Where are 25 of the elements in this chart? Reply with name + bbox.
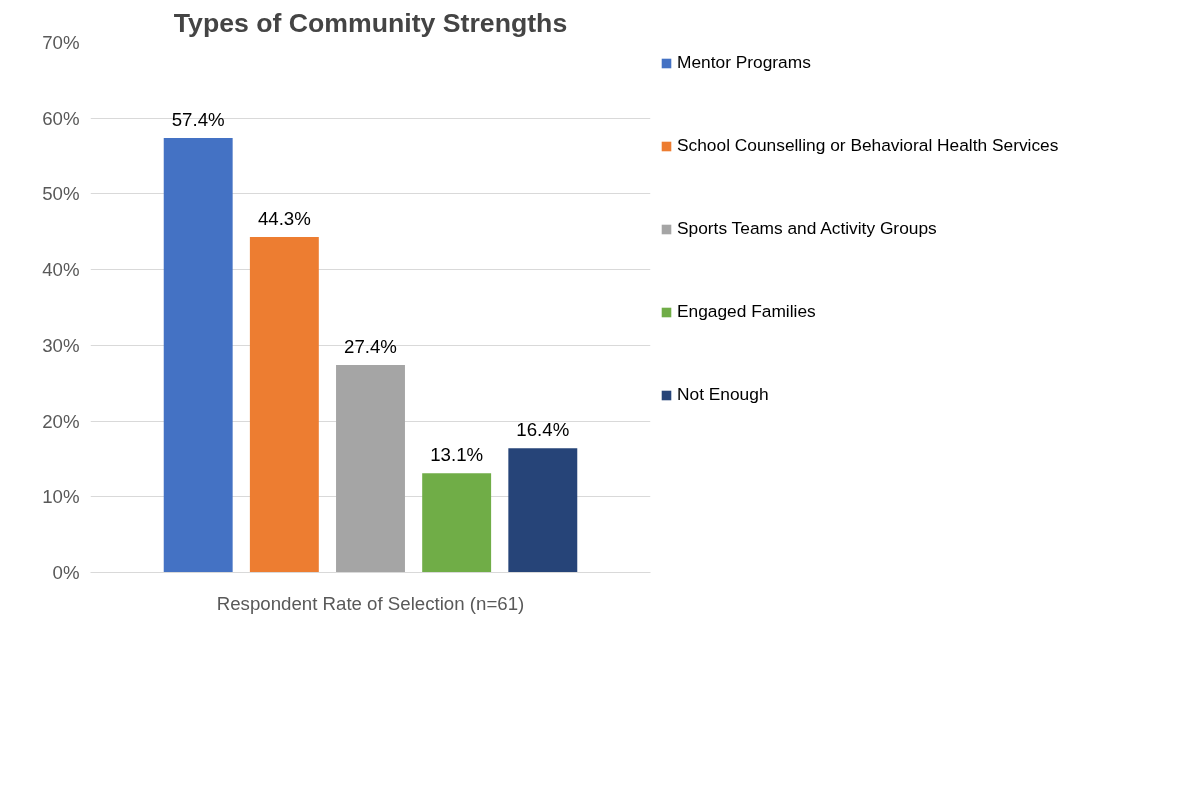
- legend-label: School Counselling or Behavioral Health Services: [677, 135, 1059, 156]
- y-tick-label: 60%: [42, 107, 80, 129]
- y-tick-label: 30%: [42, 334, 80, 356]
- bar: [422, 473, 492, 573]
- legend-label: Not Enough: [677, 384, 769, 405]
- bar: [336, 365, 405, 573]
- y-tick-label: 40%: [42, 259, 80, 281]
- legend-label: Engaged Families: [677, 301, 816, 322]
- legend-label: Sports Teams and Activity Groups: [677, 218, 937, 239]
- data-label: 13.1%: [430, 444, 484, 466]
- data-label: 44.3%: [257, 208, 311, 230]
- chart-title: Types of Community Strengths: [173, 7, 568, 38]
- y-tick-label: 70%: [42, 32, 80, 53]
- x-tick-label: Respondent Rate of Selection (n=61): [216, 592, 525, 614]
- bar: [249, 237, 319, 573]
- data-label: 57.4%: [171, 108, 225, 130]
- legend-label: Mentor Programs: [677, 52, 811, 73]
- y-tick-label: 0%: [52, 562, 80, 583]
- bar: [163, 137, 233, 573]
- y-tick-label: 50%: [42, 183, 80, 205]
- bar: [508, 448, 578, 573]
- data-label: 27.4%: [344, 336, 397, 358]
- y-tick-label: 10%: [42, 486, 80, 508]
- y-tick-label: 20%: [42, 410, 80, 432]
- data-label: 16.4%: [516, 419, 570, 441]
